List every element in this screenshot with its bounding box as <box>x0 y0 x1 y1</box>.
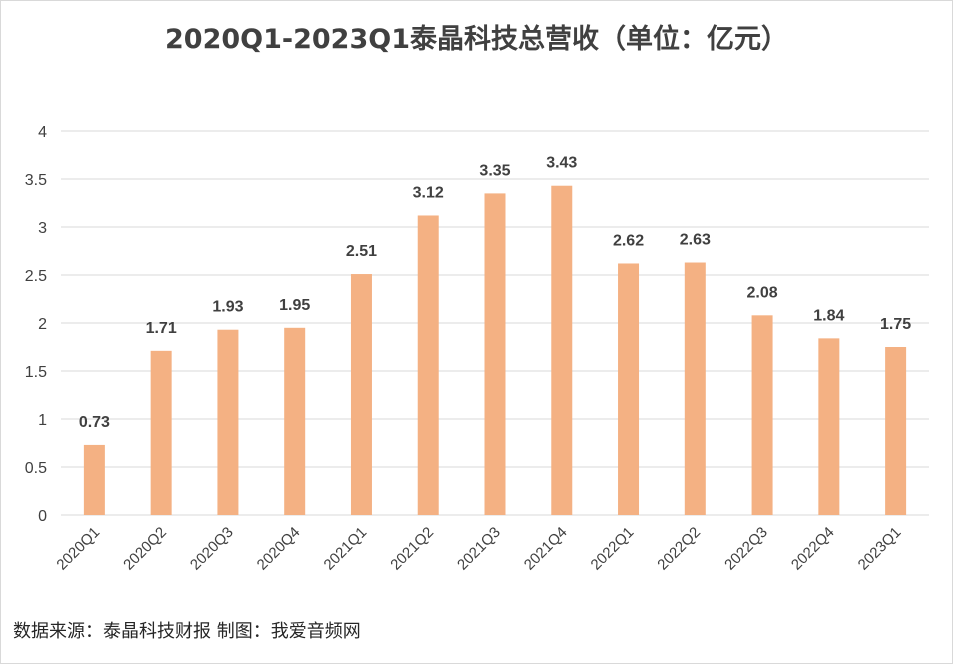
bar <box>417 215 439 516</box>
bar <box>350 274 372 515</box>
data-label: 3.43 <box>546 155 577 172</box>
y-tick-label: 1.5 <box>25 364 47 381</box>
bar <box>551 185 573 515</box>
x-tick-label: 2022Q3 <box>721 524 771 574</box>
y-tick-label: 3.5 <box>25 172 47 189</box>
y-tick-label: 2.5 <box>25 268 47 285</box>
bar <box>684 262 706 515</box>
data-label: 3.35 <box>479 162 510 179</box>
data-label: 2.08 <box>747 284 778 301</box>
bar <box>885 347 907 515</box>
bar <box>284 327 306 515</box>
bar <box>751 315 773 515</box>
x-tick-label: 2021Q3 <box>454 524 504 574</box>
x-tick-label: 2020Q3 <box>187 524 237 574</box>
y-tick-label: 2 <box>38 316 47 333</box>
bar <box>217 329 239 515</box>
y-tick-label: 4 <box>38 124 47 141</box>
bar <box>484 193 506 515</box>
data-label: 2.62 <box>613 232 644 249</box>
x-tick-label: 2021Q4 <box>521 524 571 574</box>
bar <box>818 338 840 515</box>
data-label: 1.84 <box>813 307 844 324</box>
data-label: 3.12 <box>413 184 444 201</box>
data-label: 2.51 <box>346 243 377 260</box>
x-tick-label: 2022Q1 <box>588 524 638 574</box>
x-tick-label: 2020Q1 <box>53 524 103 574</box>
bar <box>150 350 172 515</box>
x-tick-label: 2021Q2 <box>387 524 437 574</box>
x-tick-label: 2023Q1 <box>855 524 905 574</box>
y-tick-label: 1 <box>38 412 47 429</box>
y-tick-label: 3 <box>38 220 47 237</box>
data-label: 1.95 <box>279 297 310 314</box>
chart-title: 2020Q1-2023Q1泰晶科技总营收（单位：亿元） <box>165 24 788 55</box>
data-label: 1.75 <box>880 316 911 333</box>
x-tick-label: 2022Q2 <box>654 524 704 574</box>
source-note: 数据来源：泰晶科技财报 制图：我爱音频网 <box>13 621 361 642</box>
data-label: 1.93 <box>212 299 243 316</box>
data-label: 0.73 <box>79 414 110 431</box>
x-tick-label: 2020Q4 <box>254 524 304 574</box>
x-tick-label: 2020Q2 <box>120 524 170 574</box>
data-labels: 0.73 1.71 1.93 1.95 2.51 3.12 3.35 3.43 2.62 2.63… <box>79 155 911 431</box>
y-axis-ticks: 0 0.5 1 1.5 2 2.5 3 3.5 4 <box>25 124 47 525</box>
y-tick-label: 0 <box>38 508 47 525</box>
data-label: 1.71 <box>146 320 177 337</box>
bar <box>83 444 105 515</box>
bar <box>618 263 640 515</box>
x-tick-label: 2022Q4 <box>788 524 838 574</box>
bars <box>83 185 907 516</box>
y-tick-label: 0.5 <box>25 460 47 477</box>
x-axis-ticks: 2020Q1 2020Q2 2020Q3 2020Q4 2021Q1 2021Q2 2021… <box>53 524 904 574</box>
x-tick-label: 2021Q1 <box>321 524 371 574</box>
data-label: 2.63 <box>680 232 711 249</box>
